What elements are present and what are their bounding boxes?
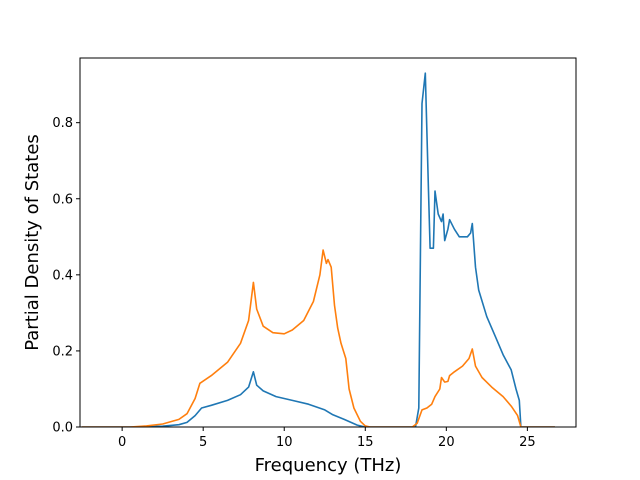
x-tick-label: 5 bbox=[199, 435, 207, 450]
x-axis-label: Frequency (THz) bbox=[255, 455, 402, 476]
y-tick-label: 0.2 bbox=[52, 344, 73, 359]
y-tick-label: 0.6 bbox=[52, 192, 73, 207]
x-tick-label: 10 bbox=[276, 435, 293, 450]
plot-frame bbox=[79, 57, 577, 428]
series-line-1 bbox=[81, 72, 555, 427]
y-tick-label: 0.0 bbox=[52, 421, 73, 436]
plot-area bbox=[81, 72, 555, 427]
y-axis-label: Partial Density of States bbox=[22, 134, 43, 351]
x-axis: 0 5 10 15 20 25 bbox=[118, 427, 536, 450]
y-tick-label: 0.8 bbox=[52, 116, 73, 131]
y-tick-label: 0.4 bbox=[52, 268, 73, 283]
series-line-2 bbox=[81, 249, 555, 427]
x-tick-label: 0 bbox=[118, 435, 126, 450]
y-axis: 0.0 0.2 0.4 0.6 0.8 bbox=[52, 116, 80, 436]
x-tick-label: 20 bbox=[438, 435, 455, 450]
x-tick-label: 15 bbox=[357, 435, 374, 450]
x-tick-label: 25 bbox=[519, 435, 536, 450]
